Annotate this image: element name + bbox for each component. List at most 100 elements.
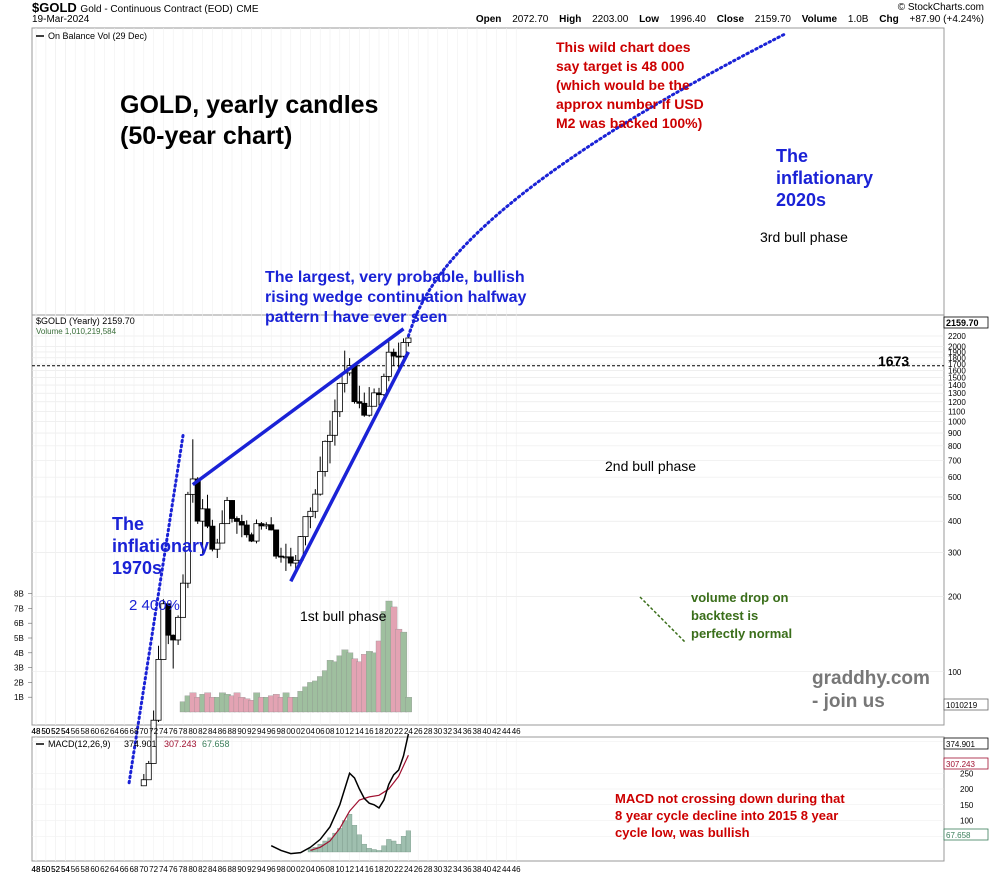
volume-label: Volume: [801, 14, 838, 25]
target-annotation: This wild chart does say target is 48 00…: [556, 38, 704, 133]
year-tick-label: 78: [179, 727, 188, 736]
year-tick-label: 16: [365, 865, 374, 874]
year-tick-label: 36: [463, 865, 472, 874]
macd-tick-label: 250: [960, 769, 974, 778]
candle-body: [233, 518, 240, 522]
year-tick-label: 20: [384, 865, 393, 874]
year-tick-label: 30: [433, 865, 442, 874]
year-tick-label: 74: [159, 727, 168, 736]
volume-tag-text: 1010219: [946, 701, 978, 710]
obv-legend: On Balance Vol (29 Dec): [36, 31, 147, 41]
candle-body: [385, 351, 392, 377]
volume-tick-label: 1B: [14, 693, 24, 702]
macd-histogram-bar: [376, 850, 382, 853]
wedge-line-2: rising wedge continuation halfway: [265, 289, 527, 306]
candle-body: [366, 405, 373, 416]
year-tick-label: 54: [61, 727, 70, 736]
year-tick-label: 70: [139, 865, 148, 874]
volume-drop-line-1: volume drop on: [691, 590, 789, 605]
inf1970-line-2: inflationary: [112, 536, 210, 556]
year-tick-label: 32: [443, 727, 452, 736]
volume-bars: [179, 600, 412, 713]
chart-header: $GOLD Gold - Continuous Contract (EOD) C…: [0, 0, 990, 30]
candle-body: [351, 365, 358, 403]
price-tick-label: 2000: [948, 342, 966, 351]
year-tick-label: 54: [61, 865, 70, 874]
last-price-tag-text: 2159.70: [946, 318, 979, 328]
price-panel-frame: [31, 314, 945, 726]
inf2020-line-1: The: [776, 146, 809, 166]
candle-body: [238, 521, 245, 526]
candle-body: [390, 351, 397, 357]
macd-panel-frame: [31, 736, 945, 862]
candle-body: [184, 493, 191, 584]
year-tick-label: 96: [267, 865, 276, 874]
wedge-line-3: pattern I have ever seen: [265, 309, 448, 326]
high-value: 2203.00: [592, 14, 629, 25]
year-tick-label: 08: [326, 727, 335, 736]
year-tick-label: 26: [414, 727, 423, 736]
volume-bar: [405, 697, 412, 713]
candle-body: [140, 779, 147, 787]
inflationary-2020s-annotation: The inflationary 2020s: [776, 145, 873, 211]
year-tick-label: 48: [32, 727, 41, 736]
volume-bar: [400, 631, 408, 713]
year-tick-label: 84: [208, 865, 217, 874]
ohlc-readout: Open 2072.70 High 2203.00 Low 1996.40 Cl…: [468, 14, 984, 25]
exchange: CME: [236, 4, 259, 15]
year-tick-label: 60: [90, 865, 99, 874]
year-tick-label: 94: [257, 727, 266, 736]
candle-body: [209, 525, 216, 550]
price-tick-label: 1400: [948, 381, 966, 390]
candle-body: [150, 719, 157, 764]
trendline-2020s-projection: [406, 32, 787, 338]
volume-drop-line-3: perfectly normal: [691, 626, 793, 641]
year-tick-label: 00: [286, 727, 295, 736]
macd-histogram-bar: [366, 848, 372, 853]
year-tick-label: 04: [306, 865, 315, 874]
year-tick-label: 40: [482, 865, 491, 874]
obv-legend-text: On Balance Vol (29 Dec): [48, 31, 147, 41]
year-tick-label: 22: [394, 865, 403, 874]
price-tick-label: 900: [948, 429, 962, 438]
candle-body: [253, 523, 260, 542]
volume-drop-annotation: volume drop on backtest is perfectly nor…: [691, 589, 792, 643]
year-tick-label: 14: [355, 727, 364, 736]
macd-tag-macd: 374.901: [946, 740, 975, 749]
year-tick-label: 68: [130, 727, 139, 736]
candle-body: [371, 392, 378, 407]
candle-body: [336, 383, 343, 413]
candle-body: [204, 508, 211, 527]
percent-annotation: 2 400%: [129, 597, 180, 614]
candle-body: [268, 524, 275, 531]
year-tick-label: 10: [335, 727, 344, 736]
chg-label: Chg: [879, 14, 899, 25]
year-tick-label: 38: [473, 727, 482, 736]
volume-tick-label: 7B: [14, 604, 24, 613]
macd-histogram-bar: [361, 843, 367, 853]
year-tick-label: 12: [345, 727, 354, 736]
macd-tags: 374.901 307.243 67.658: [943, 737, 989, 841]
high-label: High: [559, 14, 582, 25]
year-tick-label: 76: [169, 727, 178, 736]
price-tick-label: 1700: [948, 360, 966, 369]
candle-body: [292, 559, 299, 564]
title-line-1: GOLD, yearly candles: [120, 91, 379, 119]
macd-line: [270, 733, 410, 855]
price-legend: $GOLD (Yearly) 2159.70 Volume 1,010,219,…: [36, 316, 135, 336]
candle-body: [219, 523, 226, 544]
candle-body: [302, 516, 309, 538]
macd-legend-name: MACD(12,26,9): [48, 739, 111, 749]
year-tick-label: 00: [286, 865, 295, 874]
year-tick-label: 56: [71, 865, 80, 874]
year-tick-label: 66: [120, 727, 129, 736]
year-tick-label: 96: [267, 727, 276, 736]
price-tick-label: 1100: [948, 407, 966, 416]
year-tick-label: 28: [424, 865, 433, 874]
target-line-4: approx number if USD: [556, 96, 704, 112]
year-tick-label: 42: [492, 865, 501, 874]
price-tick-label: 500: [948, 493, 962, 502]
year-tick-label: 80: [188, 865, 197, 874]
price-tick-label: 800: [948, 442, 962, 451]
candle-body: [243, 524, 250, 536]
